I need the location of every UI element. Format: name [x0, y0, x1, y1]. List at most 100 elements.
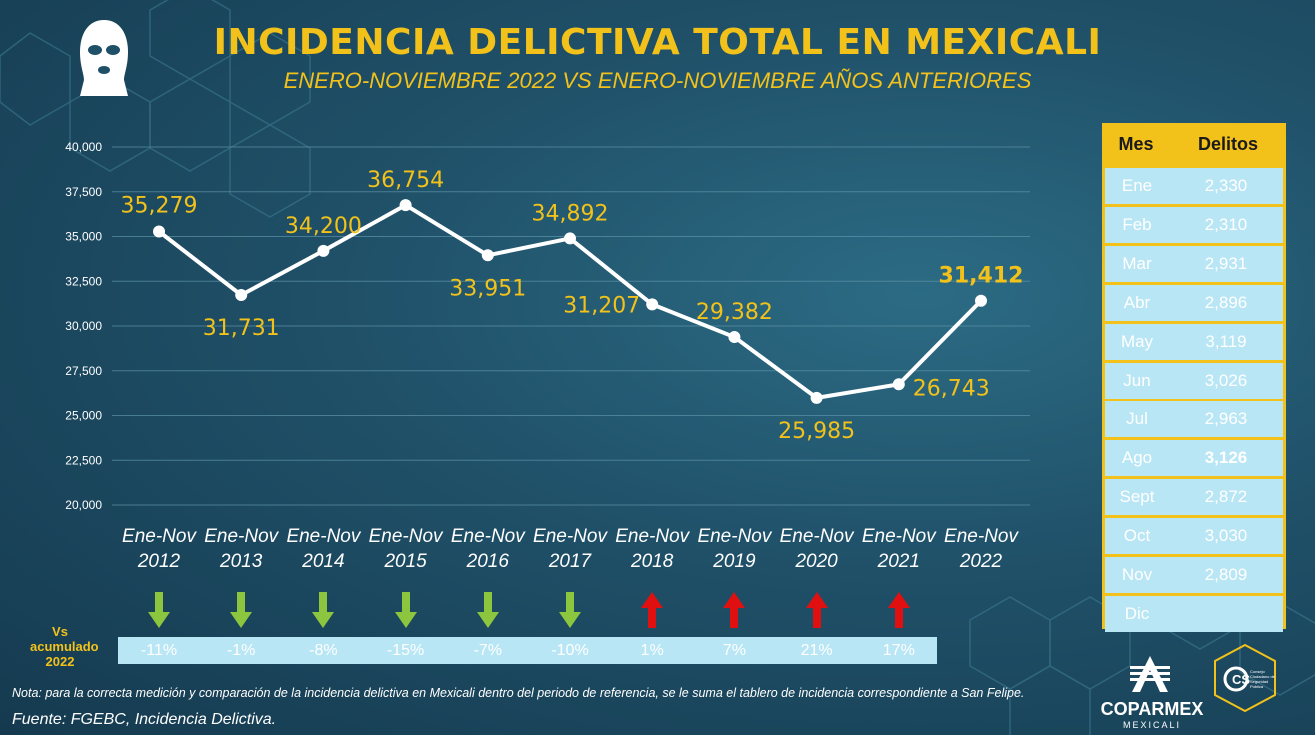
comparison-percent-bar: -11% -1% -8% -15% -7% -10% 1% 7% 21% 17%	[118, 637, 937, 664]
y-tick-label: 32,500	[65, 274, 102, 288]
comparison-label-line: 2022	[45, 654, 75, 669]
table-row: Nov 2,809	[1105, 557, 1283, 593]
arrow-up-icon	[723, 592, 746, 628]
svg-text:CS: CS	[1232, 672, 1250, 687]
arrow-down-icon	[230, 592, 253, 628]
data-point	[481, 249, 494, 262]
svg-text:Pública: Pública	[1250, 684, 1264, 689]
data-point	[153, 225, 165, 238]
percent-change: -11%	[140, 642, 178, 659]
data-point	[235, 289, 248, 302]
data-point	[564, 232, 576, 245]
table-row: Jul 2,963	[1105, 401, 1283, 438]
percent-change: -7%	[473, 642, 503, 659]
coparmex-logo-icon	[1130, 656, 1170, 692]
line-chart: 20,000 22,500 25,000 27,500 30,000 32,500 35,0…	[65, 140, 1030, 572]
y-tick-label: 30,000	[65, 319, 102, 333]
ski-mask-icon	[80, 20, 128, 96]
x-axis-categories: Ene-Nov 2012 Ene-Nov 2013 Ene-Nov 2014 Ene-Nov…	[122, 526, 1019, 572]
percent-change: -15%	[386, 642, 425, 659]
y-tick-label: 40,000	[65, 140, 102, 154]
x-category-year: 2018	[630, 551, 674, 572]
x-category-year: 2014	[301, 551, 344, 572]
month-cell: Ene	[1121, 176, 1153, 195]
svg-text:Consejo: Consejo	[1250, 669, 1265, 674]
comparison-label-line: acumulado	[30, 639, 99, 654]
page-subtitle: ENERO-NOVIEMBRE 2022 VS ENERO-NOVIEMBRE …	[283, 68, 1032, 93]
crimes-cell: 2,931	[1204, 253, 1248, 273]
crimes-cell: 3,030	[1204, 526, 1248, 546]
page-title: INCIDENCIA DELICTIVA TOTAL EN MEXICALI	[213, 22, 1102, 63]
month-cell: Feb	[1122, 214, 1152, 234]
data-label: 33,951	[449, 276, 526, 301]
y-tick-label: 25,000	[65, 409, 102, 423]
table-row: Sept 2,872	[1105, 479, 1283, 516]
x-category-label: Ene-Nov	[204, 526, 279, 547]
monthly-table: Mes Delitos Ene 2,330 Feb 2,310 Mar 2,931 Abr 2…	[1102, 123, 1286, 632]
data-point	[399, 199, 412, 212]
y-tick-label: 37,500	[65, 185, 102, 199]
data-label: 34,200	[285, 214, 362, 239]
month-cell: Mar	[1122, 253, 1152, 273]
percent-change: -10%	[551, 642, 589, 659]
series-points	[153, 199, 987, 404]
arrow-down-icon	[476, 592, 499, 628]
x-category-year: 2015	[383, 551, 427, 572]
header-month: Mes	[1118, 134, 1154, 154]
arrow-down-icon	[312, 592, 335, 628]
x-category-label: Ene-Nov	[780, 526, 855, 547]
crimes-cell: 2,963	[1204, 409, 1248, 429]
arrow-up-icon	[805, 592, 828, 628]
crimes-cell: 2,872	[1204, 487, 1248, 507]
crimes-cell: 2,310	[1204, 214, 1248, 234]
arrow-up-icon	[887, 592, 910, 628]
data-point	[810, 391, 823, 404]
arrow-down-icon	[394, 592, 417, 628]
footnote: Nota: para la correcta medición y compar…	[12, 686, 1025, 700]
data-label: 31,207	[563, 293, 640, 318]
table-row: Jun 3,026	[1105, 362, 1283, 399]
y-tick-label: 20,000	[65, 498, 102, 512]
x-category-year: 2020	[794, 551, 838, 572]
percent-change: 21%	[800, 642, 833, 659]
month-cell: Jul	[1126, 409, 1148, 429]
x-category-year: 2013	[219, 551, 263, 572]
source-note: Fuente: FGEBC, Incidencia Delictiva.	[12, 711, 277, 728]
percent-change: 17%	[882, 642, 915, 659]
percent-change: -1%	[226, 642, 256, 659]
y-tick-label: 22,500	[65, 453, 102, 467]
data-label: 25,985	[778, 419, 855, 444]
x-category-year: 2022	[959, 551, 1003, 572]
month-cell: May	[1120, 331, 1154, 351]
header-crimes: Delitos	[1197, 134, 1258, 154]
y-axis-ticks: 20,000 22,500 25,000 27,500 30,000 32,500 35,0…	[65, 140, 102, 512]
table-row: Ago 3,126	[1105, 440, 1283, 477]
data-point	[728, 331, 741, 344]
chart-gridlines	[112, 146, 1030, 506]
month-cell: Sept	[1119, 487, 1155, 507]
x-category-label: Ene-Nov	[697, 526, 772, 547]
percent-change: 1%	[640, 642, 664, 659]
arrow-down-icon	[148, 592, 170, 628]
month-cell: Oct	[1123, 526, 1151, 546]
month-cell: Nov	[1121, 565, 1153, 584]
data-point	[892, 378, 905, 391]
arrow-up-icon	[641, 592, 664, 628]
table-row: Ene 2,330	[1105, 168, 1283, 204]
month-cell: Ago	[1121, 448, 1153, 468]
crimes-cell: 3,026	[1204, 370, 1248, 390]
table-row: Dic	[1105, 595, 1283, 632]
comparison-label-line: Vs	[52, 624, 68, 639]
x-category-year: 2019	[712, 551, 756, 572]
x-category-year: 2012	[137, 551, 181, 572]
percent-change: 7%	[722, 642, 746, 659]
month-cell: Jun	[1123, 370, 1151, 390]
x-category-label: Ene-Nov	[615, 526, 690, 547]
table-row: Oct 3,030	[1105, 518, 1283, 555]
x-category-label: Ene-Nov	[122, 526, 197, 547]
x-category-year: 2021	[877, 551, 920, 572]
svg-text:Ciudadano de: Ciudadano de	[1250, 674, 1276, 679]
month-cell: Abr	[1123, 292, 1151, 312]
data-point	[646, 298, 659, 311]
